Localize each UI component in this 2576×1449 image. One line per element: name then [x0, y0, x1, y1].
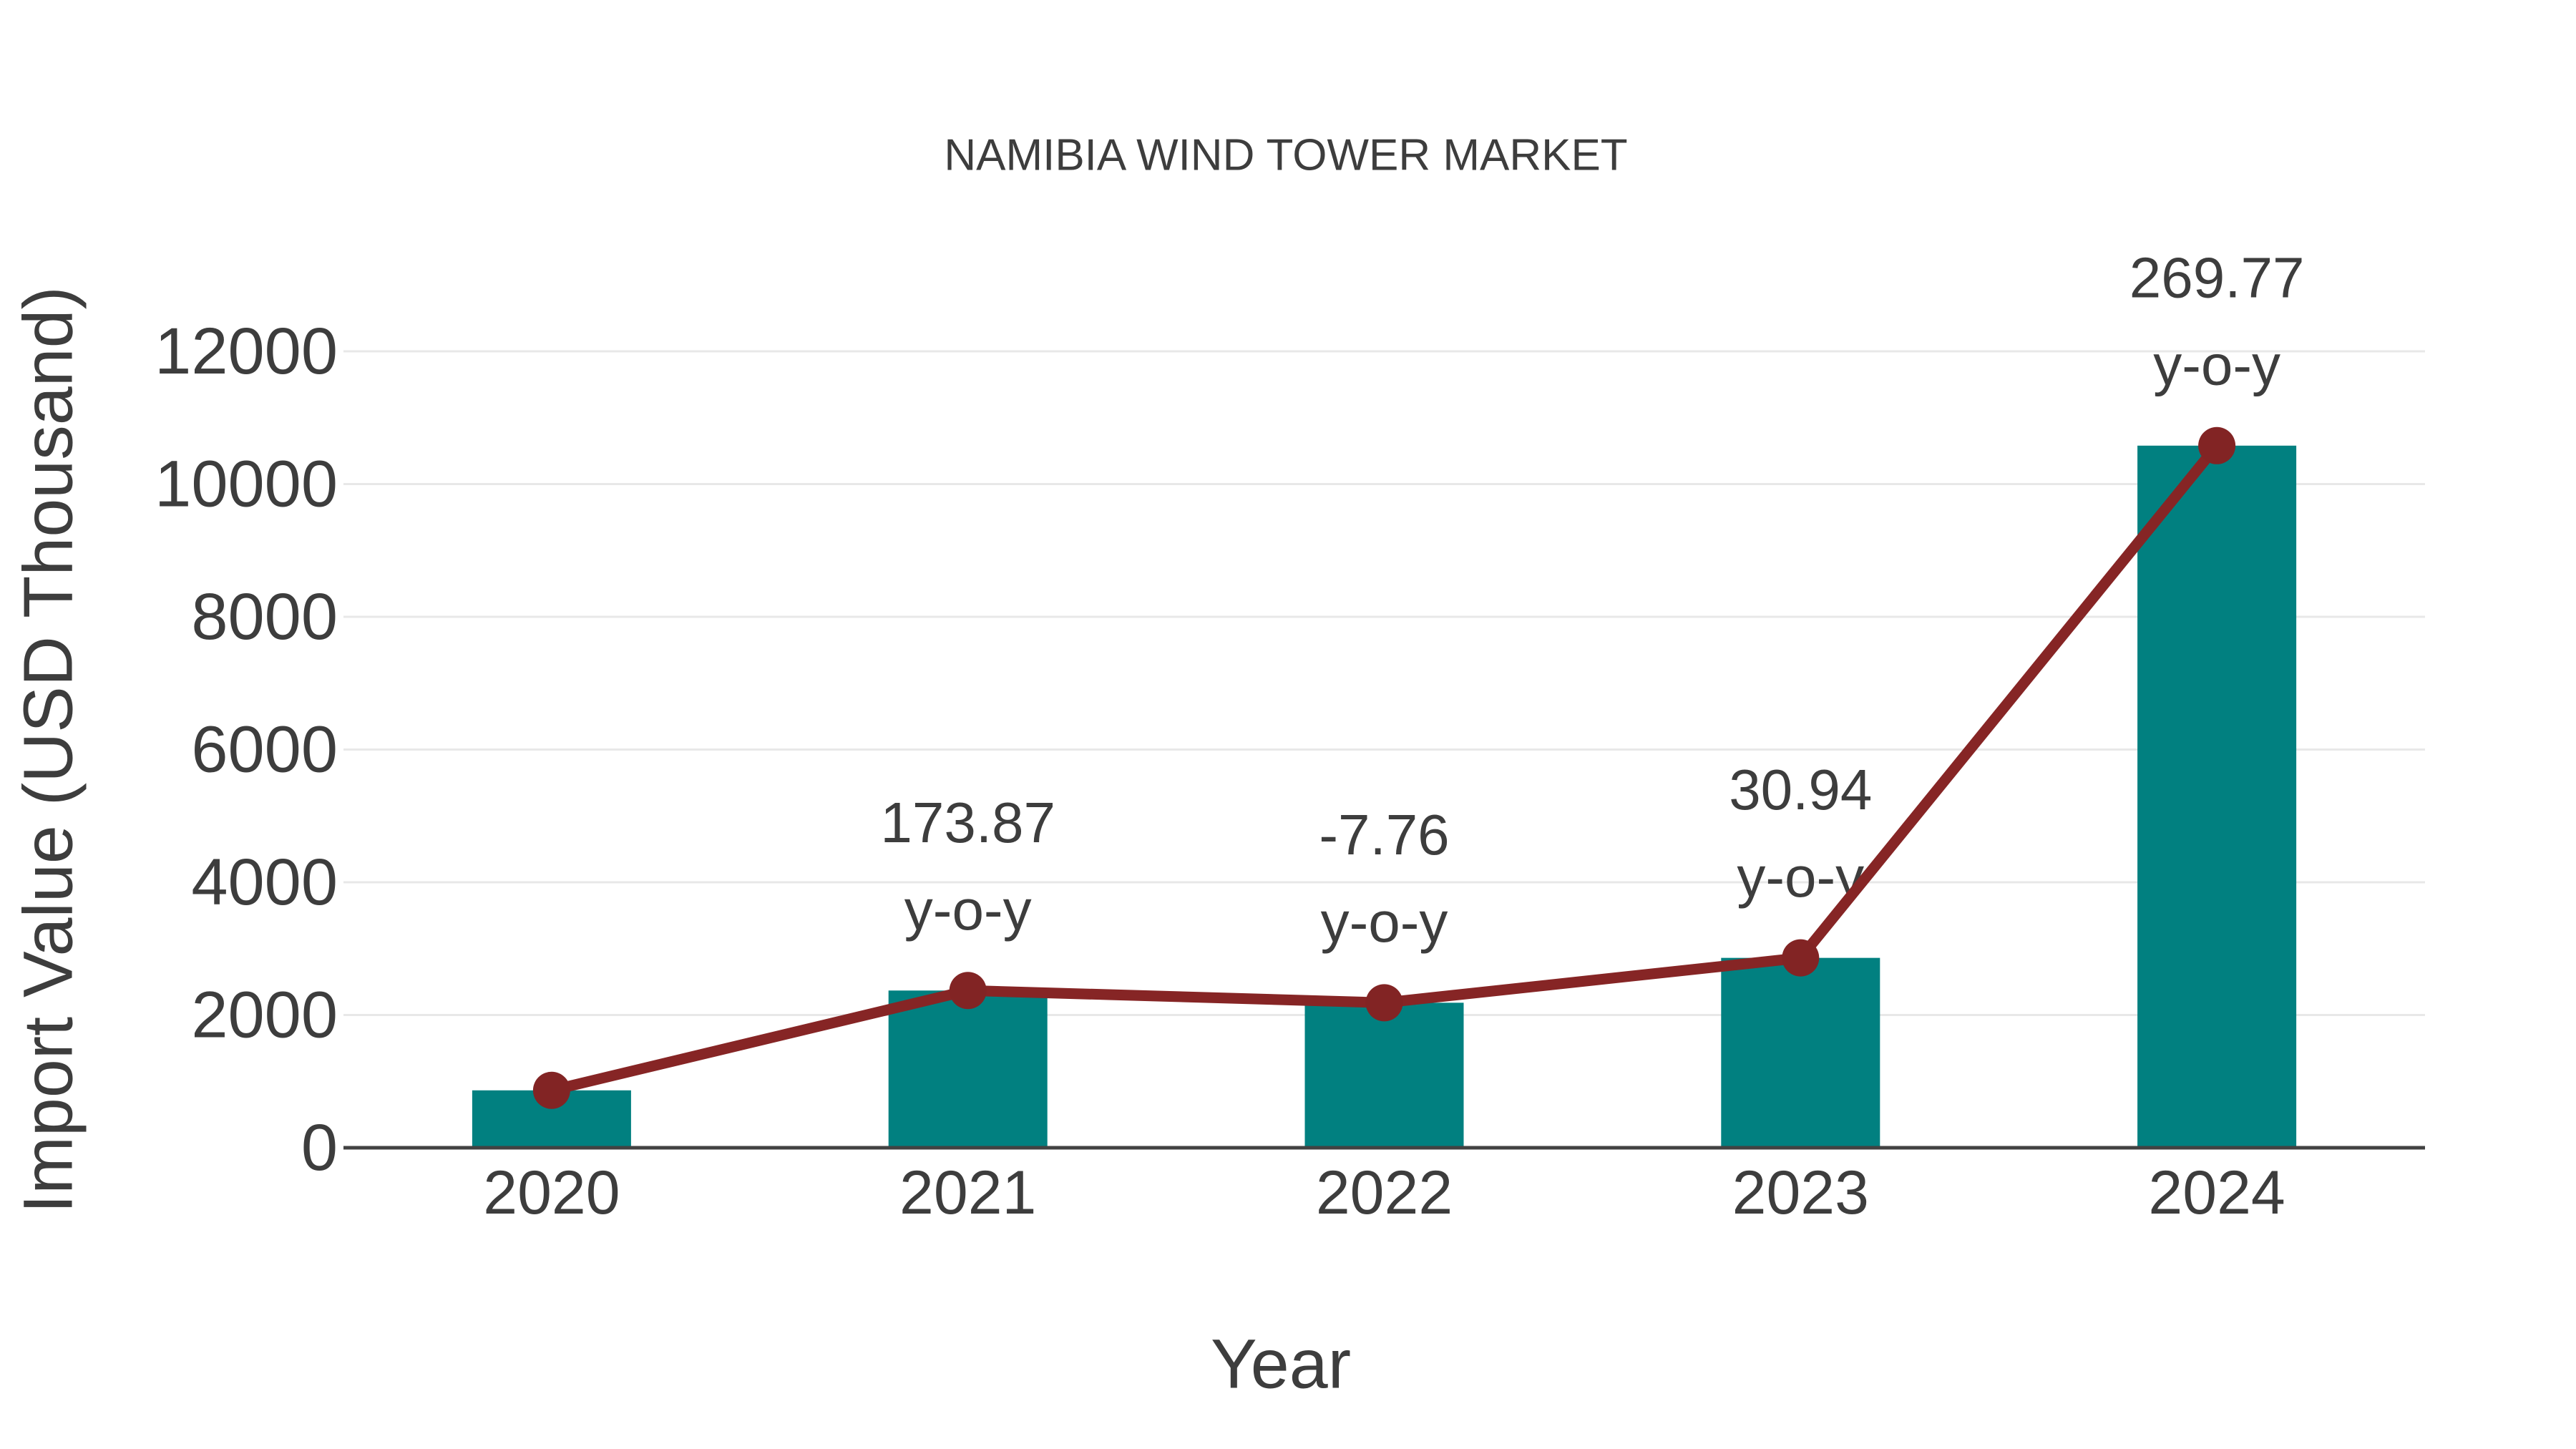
trend-marker — [2198, 426, 2236, 464]
trend-line-series — [532, 426, 2236, 1109]
x-tick-label: 2024 — [2148, 1158, 2285, 1227]
chart-title: NAMIBIA WIND TOWER MARKET — [944, 131, 1627, 180]
yoy-suffix-label: y-o-y — [2153, 333, 2280, 396]
y-tick-label: 6000 — [191, 713, 338, 786]
y-tick-label: 0 — [301, 1111, 338, 1184]
bar — [1304, 1002, 1464, 1148]
x-axis-label: Year — [1211, 1325, 1351, 1403]
yoy-suffix-label: y-o-y — [904, 878, 1032, 942]
bar-series — [472, 445, 2297, 1148]
trend-marker — [1365, 984, 1403, 1022]
yoy-suffix-label: y-o-y — [1321, 890, 1448, 954]
yoy-value-label: 173.87 — [880, 791, 1055, 854]
x-tick-label: 2023 — [1732, 1158, 1869, 1227]
bar — [1721, 957, 1880, 1148]
x-tick-label: 2020 — [483, 1158, 620, 1227]
y-axis-label: Import Value (USD Thousand) — [9, 286, 87, 1214]
x-axis-tick-labels: 2020 2021 2022 2023 2024 — [483, 1158, 2285, 1227]
y-tick-label: 4000 — [191, 846, 338, 919]
x-tick-label: 2021 — [899, 1158, 1036, 1227]
y-tick-label: 12000 — [155, 315, 338, 388]
trend-marker — [532, 1071, 570, 1109]
y-axis-tick-labels: 0 2000 4000 6000 8000 10000 12000 — [155, 315, 338, 1184]
yoy-value-label: -7.76 — [1319, 803, 1449, 867]
trend-marker — [949, 972, 987, 1010]
yoy-value-label: 30.94 — [1729, 758, 1872, 821]
x-tick-label: 2022 — [1316, 1158, 1453, 1227]
gridlines — [343, 350, 2425, 1016]
y-tick-label: 2000 — [191, 979, 338, 1052]
y-tick-label: 8000 — [191, 580, 338, 653]
bar — [2137, 445, 2297, 1148]
y-tick-label: 10000 — [155, 448, 338, 521]
bar — [888, 990, 1048, 1148]
yoy-value-label: 269.77 — [2129, 245, 2305, 309]
trend-marker — [1782, 939, 1820, 977]
